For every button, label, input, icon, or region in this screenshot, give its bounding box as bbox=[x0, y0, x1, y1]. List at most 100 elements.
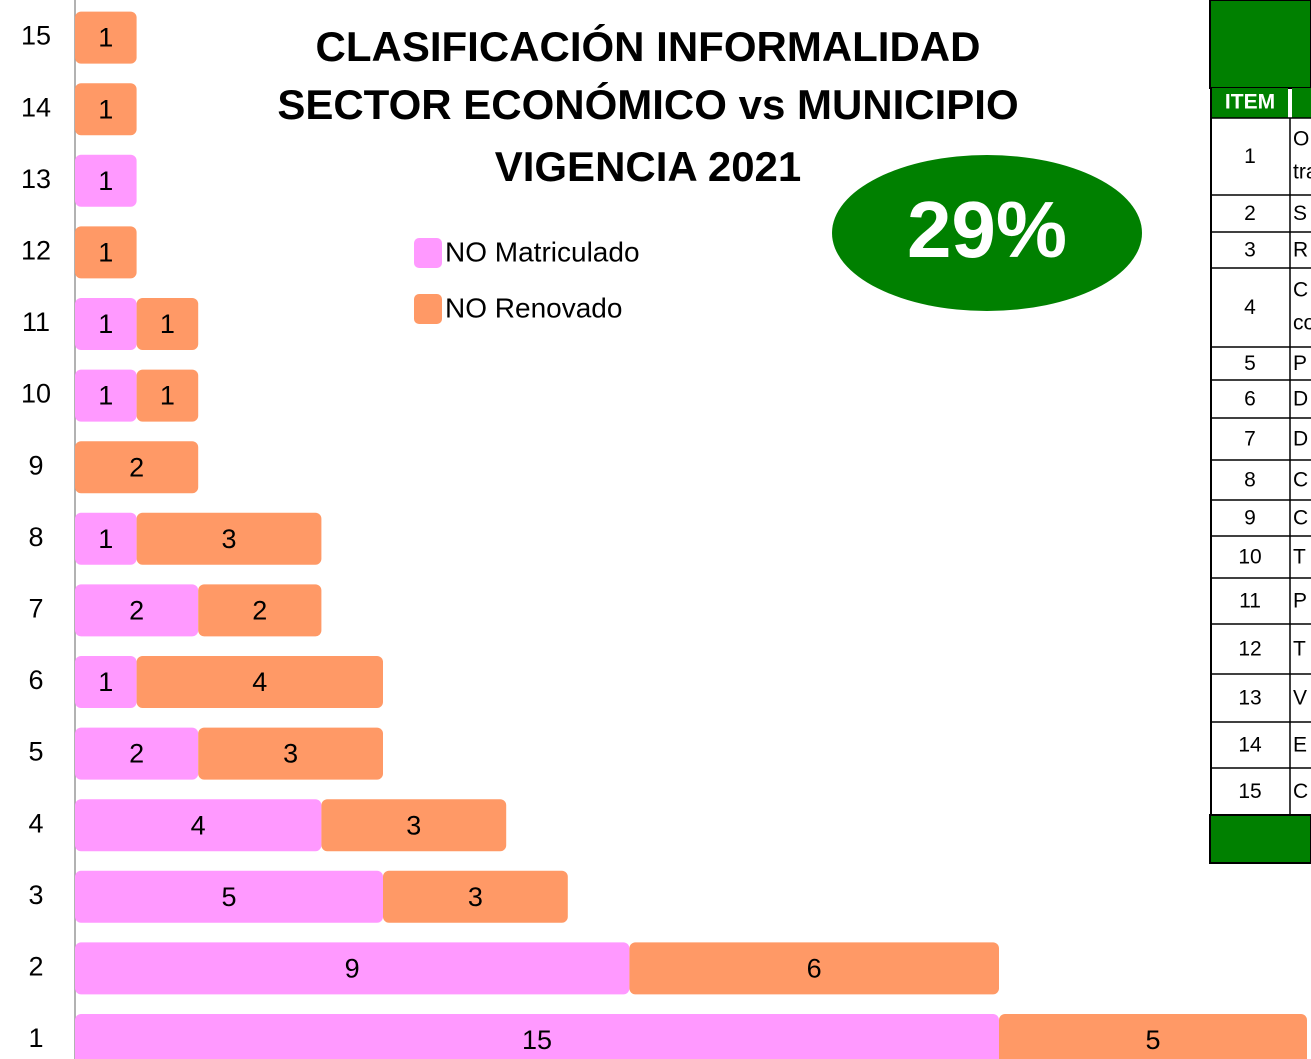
table-text: C bbox=[1293, 279, 1308, 302]
y-tick-label: 7 bbox=[28, 594, 43, 624]
table-item: 11 bbox=[1239, 590, 1261, 613]
bar-segment bbox=[136, 656, 383, 708]
y-tick-label: 12 bbox=[21, 236, 51, 266]
table-top-header bbox=[1209, 0, 1311, 89]
table-item: 6 bbox=[1244, 388, 1256, 411]
bar-segment bbox=[75, 11, 137, 64]
table-item: 15 bbox=[1238, 780, 1261, 803]
bar-segment bbox=[75, 83, 137, 136]
table-header: ITEM bbox=[1225, 91, 1275, 114]
bar-segment bbox=[75, 799, 322, 852]
bar-segment bbox=[75, 512, 137, 565]
table-text: P bbox=[1293, 352, 1307, 375]
y-tick-label: 9 bbox=[28, 450, 43, 480]
data-label: 5 bbox=[221, 882, 236, 912]
data-label: 1 bbox=[98, 94, 113, 124]
data-label: 9 bbox=[345, 954, 360, 984]
bar-segment bbox=[136, 512, 322, 565]
data-label: 1 bbox=[98, 309, 113, 339]
data-label: 3 bbox=[406, 810, 421, 840]
table-text: D bbox=[1293, 388, 1308, 411]
data-label: 1 bbox=[98, 667, 113, 697]
table-item: 9 bbox=[1244, 507, 1256, 530]
bar-segment bbox=[75, 298, 137, 350]
table-item: 14 bbox=[1238, 734, 1262, 757]
y-tick-label: 1 bbox=[28, 1023, 43, 1053]
data-label: 15 bbox=[522, 1025, 552, 1055]
bar-segment bbox=[75, 656, 137, 708]
table-text: T bbox=[1293, 638, 1306, 661]
bar-segment bbox=[136, 369, 199, 422]
y-tick-label: 6 bbox=[28, 665, 43, 695]
data-label: 3 bbox=[283, 739, 298, 769]
bar-segment bbox=[198, 727, 383, 780]
data-label: 1 bbox=[160, 381, 175, 411]
table-item: 3 bbox=[1244, 239, 1256, 262]
y-tick-label: 4 bbox=[28, 808, 43, 838]
data-label: 6 bbox=[807, 954, 822, 984]
table-text: T bbox=[1293, 546, 1306, 569]
table-item: 1 bbox=[1244, 145, 1256, 168]
table-item: 8 bbox=[1244, 469, 1256, 492]
bar-segment bbox=[75, 369, 137, 422]
table-item: 12 bbox=[1238, 638, 1261, 661]
bar-segment bbox=[136, 298, 199, 350]
table-text: P bbox=[1293, 590, 1307, 613]
y-tick-label: 15 bbox=[21, 21, 51, 51]
bar-segment bbox=[198, 584, 322, 637]
table-text: co bbox=[1293, 312, 1311, 335]
table-item: 7 bbox=[1244, 428, 1256, 451]
legend-swatch bbox=[414, 238, 442, 268]
bar-segment bbox=[75, 226, 137, 279]
bar-segment bbox=[999, 1014, 1307, 1059]
badge bbox=[832, 155, 1142, 311]
data-label: 1 bbox=[98, 238, 113, 268]
table-text: tra bbox=[1293, 161, 1311, 184]
data-label: 5 bbox=[1145, 1025, 1160, 1055]
y-tick-label: 10 bbox=[21, 379, 51, 409]
bar-segment bbox=[75, 584, 199, 637]
y-tick-label: 2 bbox=[28, 952, 43, 982]
data-label: 2 bbox=[252, 596, 267, 626]
table-item: 4 bbox=[1244, 296, 1256, 319]
table-text: C bbox=[1293, 507, 1308, 530]
bar-segment bbox=[75, 870, 383, 923]
bar-segment bbox=[629, 942, 999, 995]
table-text: S bbox=[1293, 202, 1307, 225]
data-label: 3 bbox=[468, 882, 483, 912]
data-label: 4 bbox=[191, 810, 206, 840]
data-label: 2 bbox=[129, 596, 144, 626]
table-text: O bbox=[1293, 128, 1309, 151]
bar-segment bbox=[75, 154, 137, 207]
bar-segment bbox=[321, 799, 507, 852]
legend-swatch bbox=[414, 294, 442, 324]
chart-title: CLASIFICACIÓN INFORMALIDAD bbox=[316, 22, 981, 70]
data-label: 3 bbox=[221, 524, 236, 554]
data-label: 1 bbox=[98, 381, 113, 411]
badge-text: 29% bbox=[907, 185, 1067, 274]
data-label: 1 bbox=[98, 23, 113, 53]
table-item: 10 bbox=[1238, 546, 1261, 569]
bar-segment bbox=[75, 1014, 999, 1059]
table-text: C bbox=[1293, 780, 1308, 803]
table-item: 2 bbox=[1244, 202, 1256, 225]
chart-title: VIGENCIA 2021 bbox=[495, 143, 802, 190]
table-header-cell bbox=[1212, 88, 1288, 118]
table-header-cell bbox=[1292, 88, 1311, 118]
legend-label: NO Matriculado bbox=[445, 236, 640, 267]
data-label: 1 bbox=[98, 166, 113, 196]
table-item: 13 bbox=[1238, 687, 1261, 710]
bar-segment bbox=[383, 870, 568, 923]
data-label: 1 bbox=[98, 524, 113, 554]
y-tick-label: 3 bbox=[28, 880, 43, 910]
bar-segment bbox=[75, 441, 199, 494]
y-tick-label: 8 bbox=[28, 522, 43, 552]
y-tick-label: 14 bbox=[21, 92, 51, 122]
table-text: C bbox=[1293, 469, 1308, 492]
data-label: 2 bbox=[129, 739, 144, 769]
y-tick-label: 5 bbox=[28, 737, 43, 767]
data-label: 2 bbox=[129, 452, 144, 482]
y-tick-label: 13 bbox=[21, 164, 51, 194]
bar-segment bbox=[75, 727, 199, 780]
